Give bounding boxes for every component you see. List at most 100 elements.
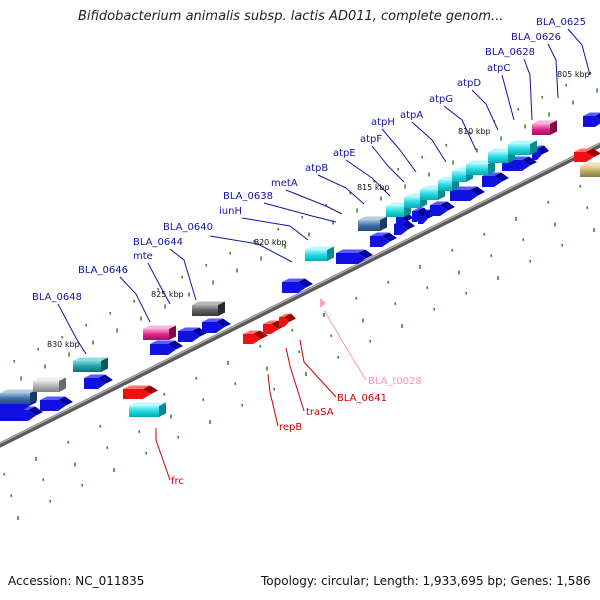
feature-label-text: BLA_0641 [337, 393, 387, 404]
track-dot [330, 334, 333, 338]
feature-label-text: atpB [305, 163, 328, 174]
feature-label[interactable]: atpD [457, 78, 499, 131]
kbp-tick-label: 810 kbp [458, 127, 491, 136]
track-dot [483, 232, 486, 236]
forward-cds-arrow[interactable] [370, 232, 397, 248]
track-dot [433, 307, 436, 311]
teal-gene-box[interactable] [73, 357, 108, 373]
track-dot [106, 446, 109, 450]
track-dot [37, 347, 40, 351]
feature-label[interactable]: mte [133, 251, 171, 305]
track-dot [445, 143, 448, 147]
feature-label[interactable]: BLA_0625 [536, 17, 591, 76]
feature-label[interactable]: traSA [285, 347, 334, 418]
atp-operon-gene-box[interactable] [508, 140, 537, 156]
track-dot [181, 275, 184, 279]
feature-label-text: atpA [400, 110, 423, 121]
forward-cds-arrow[interactable] [430, 201, 455, 217]
forward-cds-arrow[interactable] [532, 145, 549, 161]
feature-label[interactable]: BLA_0638 [223, 191, 337, 223]
feature-label[interactable]: BLA_t0028 [323, 309, 422, 387]
track-dot [99, 424, 102, 428]
feature-label[interactable]: repB [267, 373, 302, 433]
feature-label[interactable]: BLA_0644 [133, 237, 197, 301]
feature-label[interactable]: BLA_0648 [32, 292, 87, 355]
track-dot [145, 451, 148, 455]
steel-gene-box[interactable] [358, 216, 387, 232]
feature-label[interactable]: BLA_0646 [78, 265, 151, 323]
kbp-tick-label: 825 kbp [151, 290, 184, 299]
feature-label[interactable]: atpH [371, 117, 417, 173]
forward-cds-arrow[interactable] [40, 396, 73, 412]
feature-label-text: BLA_0626 [511, 32, 561, 43]
forward-cds-arrow[interactable] [583, 112, 600, 128]
track-dot [85, 323, 88, 327]
feature-label[interactable]: atpF [360, 134, 405, 183]
feature-label[interactable]: atpG [429, 94, 477, 151]
forward-cds-arrow[interactable] [178, 327, 207, 343]
feature-label[interactable]: atpC [487, 63, 515, 121]
feature-label[interactable]: frc [155, 428, 184, 487]
feature-label[interactable]: metA [271, 178, 343, 215]
reverse-cds-arrow[interactable] [243, 330, 268, 345]
track-dot [177, 435, 180, 439]
forward-cds-arrow[interactable] [450, 186, 485, 202]
forward-cds-arrow[interactable] [336, 249, 373, 265]
olive-gene-box[interactable] [580, 162, 600, 178]
grey-gene-box[interactable] [33, 377, 66, 393]
atp-operon-gene-box[interactable] [466, 160, 495, 176]
track-dot [469, 131, 472, 135]
track-dot [291, 328, 294, 332]
track-dot [241, 403, 244, 407]
steel-gene-box[interactable] [0, 389, 37, 405]
forward-cds-arrow[interactable] [84, 374, 113, 390]
track-dot [133, 299, 136, 303]
forward-cds-arrow[interactable] [482, 172, 509, 188]
dark-gene-box[interactable] [192, 301, 225, 317]
feature-label[interactable]: atpB [305, 163, 365, 205]
reverse-cds-arrow[interactable] [123, 385, 158, 400]
forward-cds-arrow[interactable] [282, 278, 313, 294]
trna-marker[interactable] [320, 298, 326, 308]
feature-label-text: BLA_t0028 [368, 376, 422, 387]
feature-label[interactable]: BLA_0628 [485, 47, 535, 121]
feature-label[interactable]: iunH [219, 206, 309, 241]
pink-gene-box[interactable] [143, 325, 176, 341]
feature-label[interactable]: BLA_0640 [163, 222, 293, 263]
kbp-tick-label: 820 kbp [254, 238, 287, 247]
forward-cds-arrow[interactable] [150, 340, 183, 356]
track-dot [298, 350, 301, 354]
track-dot [451, 248, 454, 252]
feature-label[interactable]: BLA_0626 [511, 32, 561, 99]
track-dot [586, 206, 589, 210]
feature-label-text: BLA_0638 [223, 191, 273, 202]
feature-label[interactable]: atpA [400, 110, 447, 163]
forward-cds-arrow[interactable] [412, 207, 429, 223]
feature-label-text: iunH [219, 206, 242, 217]
map-title: Bifidobacterium animalis subsp. lactis A… [78, 9, 504, 24]
feature-label-text: mte [133, 251, 153, 262]
track-dot [49, 499, 52, 503]
feature-label-text: atpG [429, 94, 453, 105]
track-dot [10, 494, 13, 498]
track-dot [522, 238, 525, 242]
forward-cds-arrow[interactable] [202, 318, 231, 334]
track-dot [547, 200, 550, 204]
track-dot [421, 155, 424, 159]
cyan-gene-box[interactable] [129, 402, 166, 418]
track-dot [561, 243, 564, 247]
feature-label[interactable]: BLA_0641 [299, 339, 387, 404]
pink-gene-box[interactable] [532, 120, 557, 136]
dotted-track-lines [3, 71, 598, 520]
cyan-gene-box[interactable] [305, 246, 334, 262]
reverse-cds-arrow[interactable] [279, 313, 296, 328]
track-dot [397, 167, 400, 171]
feature-label[interactable]: atpE [333, 148, 391, 197]
feature-label-text: metA [271, 178, 298, 189]
track-dot [13, 359, 16, 363]
feature-label-text: repB [279, 422, 302, 433]
track-dot [529, 259, 532, 263]
track-dot [157, 287, 160, 291]
reverse-cds-arrow[interactable] [574, 148, 600, 163]
